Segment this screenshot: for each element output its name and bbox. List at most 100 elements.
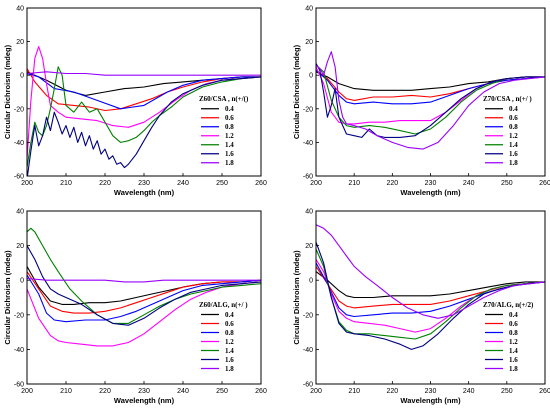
legend-label: 1.2 bbox=[509, 132, 518, 140]
legend-title: Z70/CSA , n(+/ ) bbox=[483, 95, 532, 103]
y-tick-label: -60 bbox=[14, 382, 24, 389]
legend-title: Z60/CSA , n(+/() bbox=[199, 95, 249, 103]
x-tick-label: 200 bbox=[21, 388, 33, 395]
x-tick-label: 240 bbox=[463, 388, 475, 395]
series-line-1.6 bbox=[316, 241, 545, 350]
x-tick-label: 250 bbox=[216, 180, 228, 187]
legend-label: 1.2 bbox=[225, 338, 234, 346]
legend-label: 0.6 bbox=[225, 114, 234, 122]
legend-label: 0.4 bbox=[225, 311, 234, 319]
series-line-1.4 bbox=[316, 64, 545, 135]
legend-label: 1.8 bbox=[225, 159, 234, 167]
x-tick-label: 230 bbox=[138, 388, 150, 395]
x-tick-label: 260 bbox=[255, 388, 267, 395]
y-tick-label: -60 bbox=[303, 382, 313, 389]
y-tick-label: -40 bbox=[303, 347, 313, 354]
y-tick-label: 0 bbox=[20, 278, 24, 285]
series-line-1.8 bbox=[316, 51, 545, 150]
x-tick-label: 250 bbox=[501, 180, 513, 187]
x-tick-label: 210 bbox=[348, 388, 360, 395]
legend-label: 1.6 bbox=[509, 150, 518, 158]
legend-label: 1.4 bbox=[225, 347, 234, 355]
legend-label: 0.8 bbox=[225, 123, 234, 131]
legend-title: Z70/ALG, n(+/2) bbox=[483, 301, 534, 309]
x-tick-label: 200 bbox=[21, 180, 33, 187]
series-line-0.6 bbox=[27, 271, 261, 314]
chart-panel-4: 200 210 220 230 240 250 260 -60 -40 -20 0 20 40 Wavel… bbox=[292, 209, 550, 406]
legend-label: 1.8 bbox=[509, 159, 518, 167]
y-tick-label: -20 bbox=[14, 312, 24, 319]
x-axis-label: Wavelength (nm) bbox=[114, 396, 175, 405]
y-tick-label: -60 bbox=[14, 174, 24, 181]
y-tick-label: 0 bbox=[309, 73, 313, 80]
y-tick-label: -20 bbox=[303, 312, 313, 319]
y-tick-label: 0 bbox=[309, 278, 313, 285]
series-group bbox=[27, 46, 261, 176]
series-line-1.8 bbox=[27, 277, 261, 283]
x-tick-label: 230 bbox=[425, 180, 437, 187]
y-tick-label: -40 bbox=[303, 140, 313, 147]
series-group bbox=[316, 51, 545, 150]
legend-label: 0.6 bbox=[509, 114, 518, 122]
x-tick-label: 260 bbox=[539, 388, 550, 395]
x-tick-label: 250 bbox=[216, 388, 228, 395]
x-tick-label: 220 bbox=[386, 388, 398, 395]
legend-label: 0.6 bbox=[509, 320, 518, 328]
x-tick-label: 200 bbox=[310, 180, 322, 187]
x-tick-label: 240 bbox=[177, 180, 189, 187]
series-line-1.6 bbox=[27, 76, 261, 176]
x-tick-label: 230 bbox=[425, 388, 437, 395]
y-axis-label: Circular Dichroism (mdeg) bbox=[3, 250, 12, 345]
series-line-0.8 bbox=[27, 274, 261, 323]
y-tick-label: 40 bbox=[305, 209, 313, 216]
y-tick-label: -40 bbox=[14, 140, 24, 147]
x-axis-label: Wavelength (nm) bbox=[114, 188, 175, 197]
chart-panel-1: 200 210 220 230 240 250 260 -60 -40 -20 0 20 40 Wavel… bbox=[3, 6, 267, 198]
legend-label: 0.6 bbox=[225, 320, 234, 328]
y-tick-label: -20 bbox=[303, 106, 313, 113]
y-tick-label: 40 bbox=[305, 6, 313, 13]
y-tick-label: 20 bbox=[16, 39, 24, 46]
x-tick-label: 220 bbox=[99, 180, 111, 187]
legend-label: 0.8 bbox=[225, 329, 234, 337]
y-axis-label: Circular Dichroism (mdeg) bbox=[292, 250, 301, 345]
legend-label: 1.8 bbox=[509, 365, 518, 373]
x-axis-label: Wavelength (nm) bbox=[400, 188, 461, 197]
x-tick-label: 220 bbox=[99, 388, 111, 395]
legend-label: 1.6 bbox=[225, 150, 234, 158]
series-line-0.4 bbox=[316, 271, 545, 299]
legend-label: 1.8 bbox=[225, 365, 234, 373]
x-tick-label: 210 bbox=[60, 388, 72, 395]
x-tick-label: 220 bbox=[386, 180, 398, 187]
x-tick-label: 200 bbox=[310, 388, 322, 395]
x-tick-label: 260 bbox=[539, 180, 550, 187]
legend-label: 0.8 bbox=[509, 123, 518, 131]
y-tick-label: -40 bbox=[14, 347, 24, 354]
series-line-0.8 bbox=[316, 69, 545, 105]
chart-panel-2: 200 210 220 230 240 250 260 -60 -40 -20 0 20 40 Wavel… bbox=[292, 6, 550, 198]
y-tick-label: -20 bbox=[14, 106, 24, 113]
legend-label: 0.4 bbox=[225, 105, 234, 113]
x-tick-label: 240 bbox=[463, 180, 475, 187]
legend-label: 1.6 bbox=[225, 356, 234, 364]
x-tick-label: 230 bbox=[138, 180, 150, 187]
legend-label: 1.4 bbox=[509, 141, 518, 149]
series-line-1.4 bbox=[27, 66, 261, 168]
series-group bbox=[316, 224, 545, 350]
y-tick-label: 20 bbox=[305, 39, 313, 46]
x-tick-label: 260 bbox=[255, 180, 267, 187]
y-tick-label: 20 bbox=[305, 243, 313, 250]
legend-label: 1.2 bbox=[509, 338, 518, 346]
y-tick-label: 0 bbox=[20, 73, 24, 80]
y-axis-label: Circular Dichroism (mdeg) bbox=[3, 44, 12, 139]
y-tick-label: 40 bbox=[16, 6, 24, 13]
legend-label: 0.4 bbox=[509, 105, 518, 113]
y-tick-label: -60 bbox=[303, 174, 313, 181]
legend-label: 1.4 bbox=[509, 347, 518, 355]
y-tick-label: 20 bbox=[16, 243, 24, 250]
legend-label: 1.6 bbox=[509, 356, 518, 364]
x-tick-label: 210 bbox=[60, 180, 72, 187]
series-line-1.2 bbox=[27, 281, 261, 347]
